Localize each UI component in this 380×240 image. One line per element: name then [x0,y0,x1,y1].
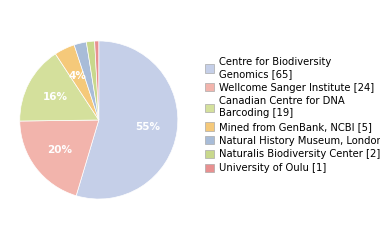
Text: 4%: 4% [69,71,87,81]
Wedge shape [20,54,99,121]
Text: 20%: 20% [47,144,72,155]
Wedge shape [76,41,178,199]
Wedge shape [55,45,99,120]
Wedge shape [74,42,99,120]
Wedge shape [95,41,99,120]
Wedge shape [20,120,99,196]
Wedge shape [86,41,99,120]
Text: 55%: 55% [135,122,160,132]
Legend: Centre for Biodiversity
Genomics [65], Wellcome Sanger Institute [24], Canadian : Centre for Biodiversity Genomics [65], W… [203,55,380,175]
Text: 16%: 16% [43,92,68,102]
